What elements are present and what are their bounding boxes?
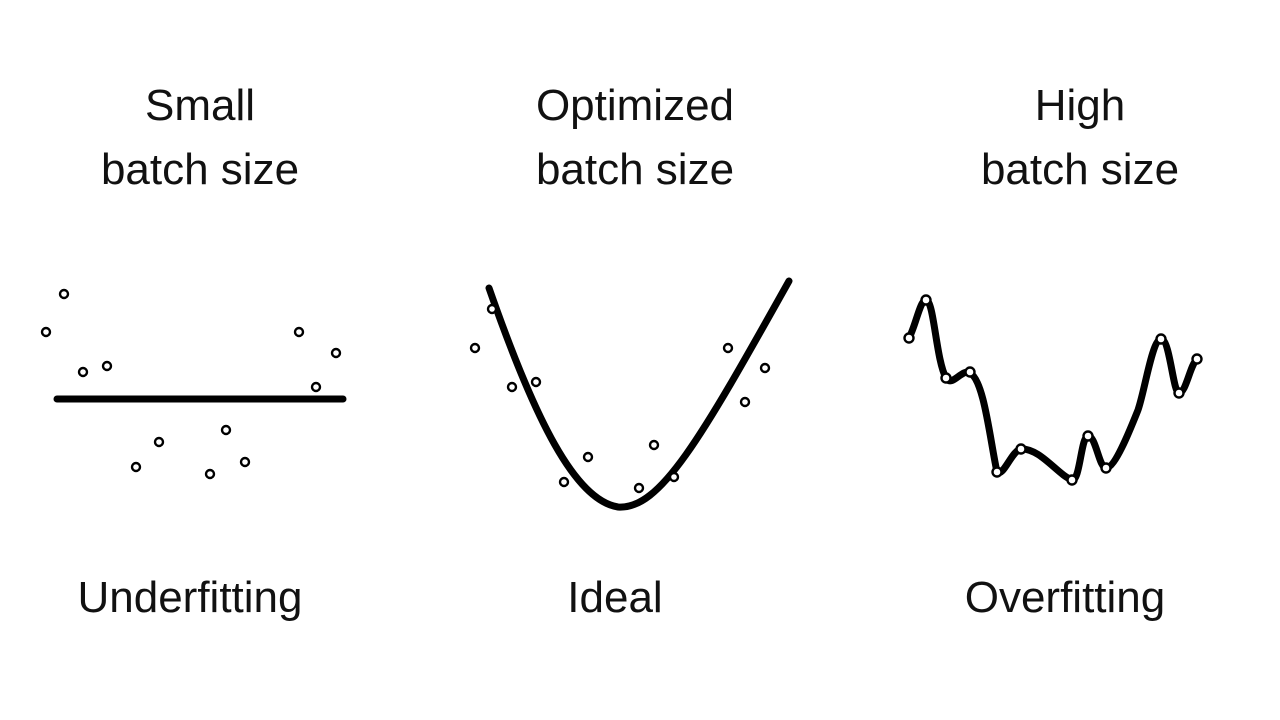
data-point [220,424,232,436]
data-point [1066,474,1078,486]
panel-title-small-batch: Small batch size [60,74,340,202]
panel-title-line2: batch size [535,145,735,194]
caption-ideal: Ideal [567,573,663,622]
data-point [558,476,570,488]
panel-title-high-batch: High batch size [940,74,1220,202]
data-point [964,366,976,378]
data-point [920,294,932,306]
data-point [1100,462,1112,474]
ideal-curve [485,277,793,511]
data-point [582,451,594,463]
data-point [204,468,216,480]
data-point [239,456,251,468]
data-point [940,372,952,384]
panel-title-line2: batch size [100,145,300,194]
data-point [469,342,481,354]
data-point [633,482,645,494]
data-point [668,471,680,483]
data-point [310,381,322,393]
overfit-curve [905,296,1201,484]
data-point [1082,430,1094,442]
data-point [101,360,113,372]
panel-title-line1: Optimized [535,81,735,130]
data-point [1191,353,1203,365]
data-point [153,436,165,448]
data-point [530,376,542,388]
ideal-plot [469,277,793,511]
panel-title-line1: Small [144,81,256,130]
underfit-plot [40,288,347,480]
data-point [77,366,89,378]
data-point [1173,387,1185,399]
panel-title-optimized-batch: Optimized batch size [490,74,780,202]
overfit-plot [903,294,1203,486]
data-point [506,381,518,393]
data-point [759,362,771,374]
data-point [58,288,70,300]
data-point [648,439,660,451]
panel-title-line1: High [1034,81,1126,130]
data-point [330,347,342,359]
data-point [1015,443,1027,455]
data-point [991,466,1003,478]
data-point [722,342,734,354]
data-point [486,303,498,315]
data-point [739,396,751,408]
panel-title-line2: batch size [980,145,1180,194]
data-point [1155,333,1167,345]
caption-overfitting: Overfitting [964,573,1166,622]
data-point [40,326,52,338]
data-point [293,326,305,338]
data-point [130,461,142,473]
data-point [903,332,915,344]
caption-underfitting: Underfitting [77,573,303,622]
